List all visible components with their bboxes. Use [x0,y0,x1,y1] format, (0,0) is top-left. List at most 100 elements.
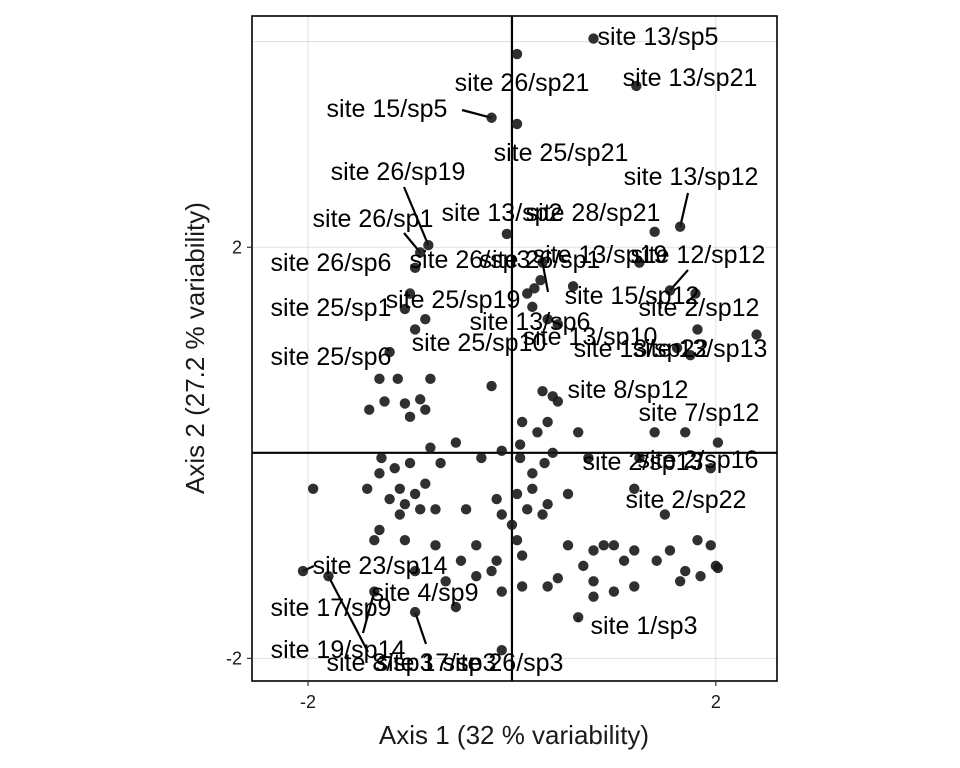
data-point [455,555,467,566]
data-point [573,612,584,623]
data-point [562,540,574,551]
point-label: site 25/sp21 [494,139,629,167]
point-label: site 13/sp19 [533,241,668,269]
data-point [588,576,599,587]
data-point [364,404,375,415]
data-point [506,519,518,530]
data-point [486,565,497,577]
zero-lines [252,16,777,681]
data-point [496,586,507,597]
point-label: site 13/sp21 [623,64,758,92]
x-tick-label: -2 [300,692,316,712]
point-label: site 13/sp22 [574,335,709,363]
data-point [552,396,564,407]
point-label: site 26/sp3 [410,246,531,274]
point-label: site 2/sp13 [583,448,704,476]
y-axis-title: Axis 2 (27.2 % variability) [180,202,210,494]
data-point [629,545,640,556]
data-point [692,324,703,335]
data-point [511,48,523,60]
data-point [527,483,538,494]
point-label: site 15/sp5 [327,95,448,123]
y-tick-label: 2 [232,237,242,257]
data-point [450,437,462,448]
data-point [496,445,507,456]
data-point [751,329,762,340]
data-point [552,319,564,330]
point-label: site 8/sp3 [326,649,433,677]
data-point [496,644,507,656]
data-point [409,262,421,274]
data-point [404,411,416,423]
data-point [404,457,416,469]
data-point [578,560,589,572]
data-point [420,478,431,489]
point-label: site 26/sp21 [455,69,590,97]
point-label: site 25/sp19 [386,286,521,314]
data-point [542,314,553,325]
label-leader-line [414,611,428,645]
point-label: site 26/sp1 [480,246,601,274]
data-point [501,228,513,240]
data-point [664,545,676,556]
point-label: site 8/sp12 [568,376,689,404]
data-point [583,452,594,464]
data-point [522,504,533,515]
data-point [649,226,660,238]
data-point [374,468,385,479]
x-tick-label: 2 [711,692,721,712]
data-points [297,33,762,656]
data-point [511,118,523,130]
label-leader-line [679,192,690,227]
point-label: site 1/sp3 [590,612,697,640]
point-label: site 26/sp6 [271,249,392,277]
data-point [527,301,538,313]
plot-frame [251,15,778,682]
data-point [384,493,395,505]
data-point [399,534,411,546]
data-point [374,373,385,385]
data-point [542,499,553,510]
data-point [649,427,660,438]
data-point [511,534,523,546]
point-label: site 17/sp9 [271,594,392,622]
point-label: site 26/sp19 [331,158,466,186]
data-point [692,534,703,546]
point-label: site 13/sp6 [470,308,591,336]
data-point [471,570,482,582]
data-point [399,303,411,315]
point-label: site 26/sp3 [443,649,564,677]
data-point [705,463,716,474]
data-point [399,398,411,409]
data-point [674,221,686,232]
data-point [588,591,599,602]
data-point [659,509,671,520]
data-point [369,534,380,546]
data-point [460,504,472,515]
data-point [629,581,640,592]
data-point [671,342,683,354]
data-point [685,349,696,361]
data-point [651,555,662,566]
data-point [420,314,431,325]
data-point [537,257,548,268]
point-label: site 12/sp12 [631,241,766,269]
point-label: site 17/sp3 [376,649,497,677]
data-point [425,442,436,453]
data-point [516,550,528,561]
data-point [516,416,528,428]
data-point [514,439,526,450]
data-point [511,488,523,500]
data-point [552,573,564,584]
data-point [392,373,403,385]
point-label: site 2/sp22 [626,486,747,514]
data-point [690,288,701,299]
point-label: site 23/sp14 [313,552,448,580]
data-point [369,586,380,597]
data-point [588,33,599,44]
point-label: site 19/sp14 [271,636,406,664]
data-point [450,601,462,613]
data-point [608,540,620,551]
data-point [409,565,421,577]
